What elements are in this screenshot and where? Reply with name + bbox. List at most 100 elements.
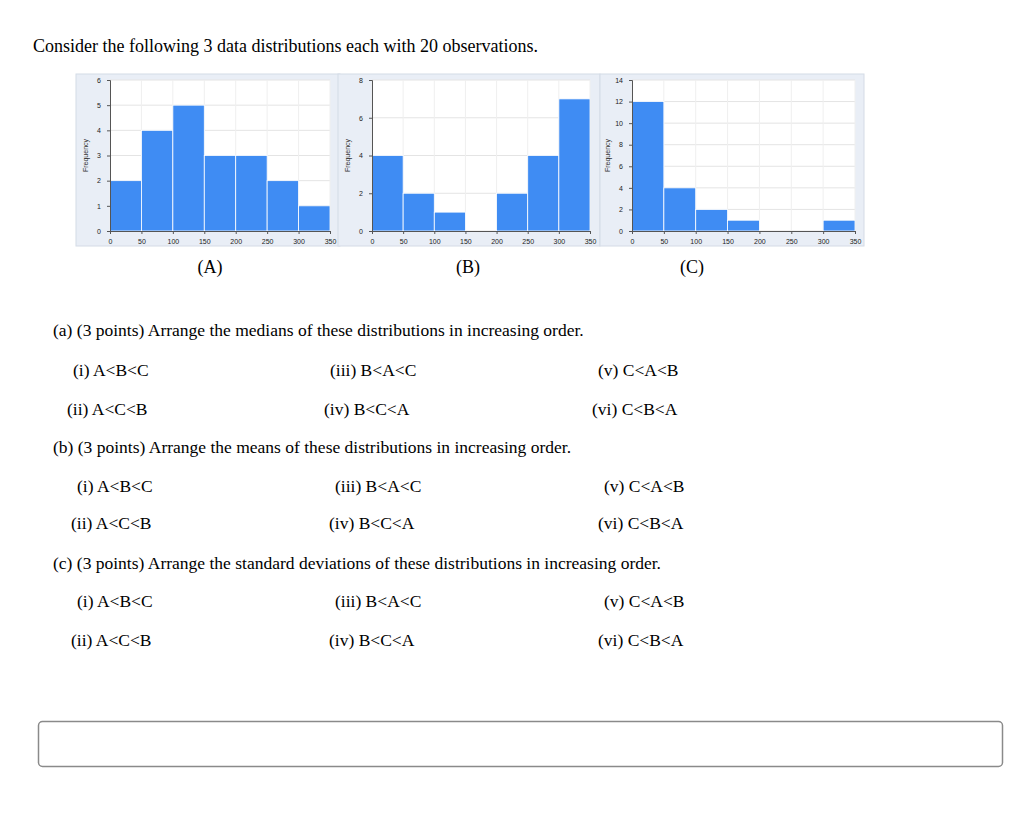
grid-line [632, 123, 855, 124]
option: (i) A<B<C [73, 360, 149, 380]
histogram: 02468101214050100150200250300350Frequenc… [600, 74, 864, 246]
bars [372, 99, 590, 231]
bar [791, 231, 823, 232]
tick-label: 200 [230, 238, 242, 245]
option: (v) C<A<B [604, 591, 685, 611]
tick-mark [369, 118, 372, 119]
tick: 0 [631, 231, 635, 245]
bar [528, 156, 559, 232]
tick-label: 2 [359, 190, 363, 197]
option: (iii) B<A<C [330, 360, 416, 380]
tick-mark [236, 231, 237, 234]
answer-box[interactable] [39, 722, 1003, 767]
tick-mark [107, 231, 110, 232]
grid-line [372, 117, 590, 118]
tick: 200 [491, 231, 503, 245]
tick: 4 [619, 185, 632, 192]
tick-mark [629, 123, 632, 124]
option: (iv) B<C<A [324, 399, 410, 419]
tick-label: 100 [168, 238, 180, 245]
tick-label: 12 [615, 98, 623, 105]
bar [299, 206, 330, 231]
axis-title: Frequency [344, 138, 352, 172]
tick: 14 [615, 77, 632, 84]
bar [236, 156, 267, 232]
tick: 0 [109, 231, 113, 245]
bar [823, 220, 855, 231]
bar [728, 220, 760, 231]
question: (a) (3 points) Arrange the medians of th… [53, 320, 679, 419]
tick-mark [110, 231, 111, 234]
grid-line [632, 144, 855, 145]
tick-label: 5 [97, 102, 101, 109]
tick-mark [696, 231, 697, 234]
histogram: 0123456050100150200250300350Frequency [76, 74, 340, 246]
tick-label: 300 [554, 238, 566, 245]
tick: 300 [554, 231, 566, 245]
tick-mark [855, 231, 856, 234]
tick-mark [629, 231, 632, 232]
tick-label: 50 [400, 238, 408, 245]
tick: 300 [818, 231, 830, 245]
tick: 4 [97, 127, 110, 134]
y-axis: 02468 [359, 77, 372, 235]
tick: 10 [615, 120, 632, 127]
tick-label: 250 [522, 238, 534, 245]
tick-label: 2 [619, 206, 623, 213]
grid-line [632, 101, 855, 102]
bar [173, 105, 204, 231]
tick-label: 350 [325, 238, 337, 245]
tick: 250 [786, 231, 798, 245]
tick-label: 8 [619, 141, 623, 148]
tick: 200 [754, 231, 766, 245]
axis-line [629, 81, 633, 232]
tick: 350 [585, 231, 597, 245]
tick-mark [559, 231, 560, 234]
tick-label: 0 [359, 228, 363, 235]
tick: 1 [97, 203, 110, 210]
tick-mark [629, 188, 632, 189]
grid-line [855, 80, 856, 231]
tick: 250 [522, 231, 534, 245]
tick: 0 [619, 228, 632, 235]
tick-label: 0 [619, 228, 623, 235]
histogram: 02468050100150200250300350Frequency [338, 74, 600, 246]
grid-line [791, 80, 792, 231]
tick-label: 0 [371, 238, 375, 245]
tick-mark [369, 231, 372, 232]
axis-line [111, 232, 331, 235]
bar [696, 209, 728, 231]
grid [110, 80, 330, 231]
tick-label: 50 [138, 238, 146, 245]
tick: 12 [615, 98, 632, 105]
bar [434, 212, 465, 231]
tick-mark [107, 105, 110, 106]
tick-label: 50 [660, 238, 668, 245]
tick-label: 150 [722, 238, 734, 245]
chart-panel [338, 74, 600, 246]
tick-mark [372, 231, 373, 234]
grid-line [823, 80, 824, 231]
tick-mark [369, 193, 372, 194]
tick-label: 6 [97, 77, 101, 84]
tick-label: 300 [818, 238, 830, 245]
grid-line [727, 80, 728, 231]
tick-label: 250 [786, 238, 798, 245]
tick-mark [141, 231, 142, 234]
bar [110, 181, 141, 231]
tick-label: 10 [615, 120, 623, 127]
bar [372, 156, 403, 232]
tick-label: 4 [97, 127, 101, 134]
tick-label: 350 [850, 238, 862, 245]
y-axis: 02468101214 [615, 77, 632, 235]
option: (ii) A<C<B [71, 513, 152, 533]
option: (vi) C<B<A [592, 399, 678, 419]
bar [204, 156, 235, 232]
bars [110, 105, 330, 231]
tick-mark [107, 130, 110, 131]
tick: 50 [400, 231, 408, 245]
option: (ii) A<C<B [67, 399, 148, 419]
tick: 100 [168, 231, 180, 245]
tick-mark [791, 231, 792, 234]
option: (ii) A<C<B [71, 630, 152, 650]
